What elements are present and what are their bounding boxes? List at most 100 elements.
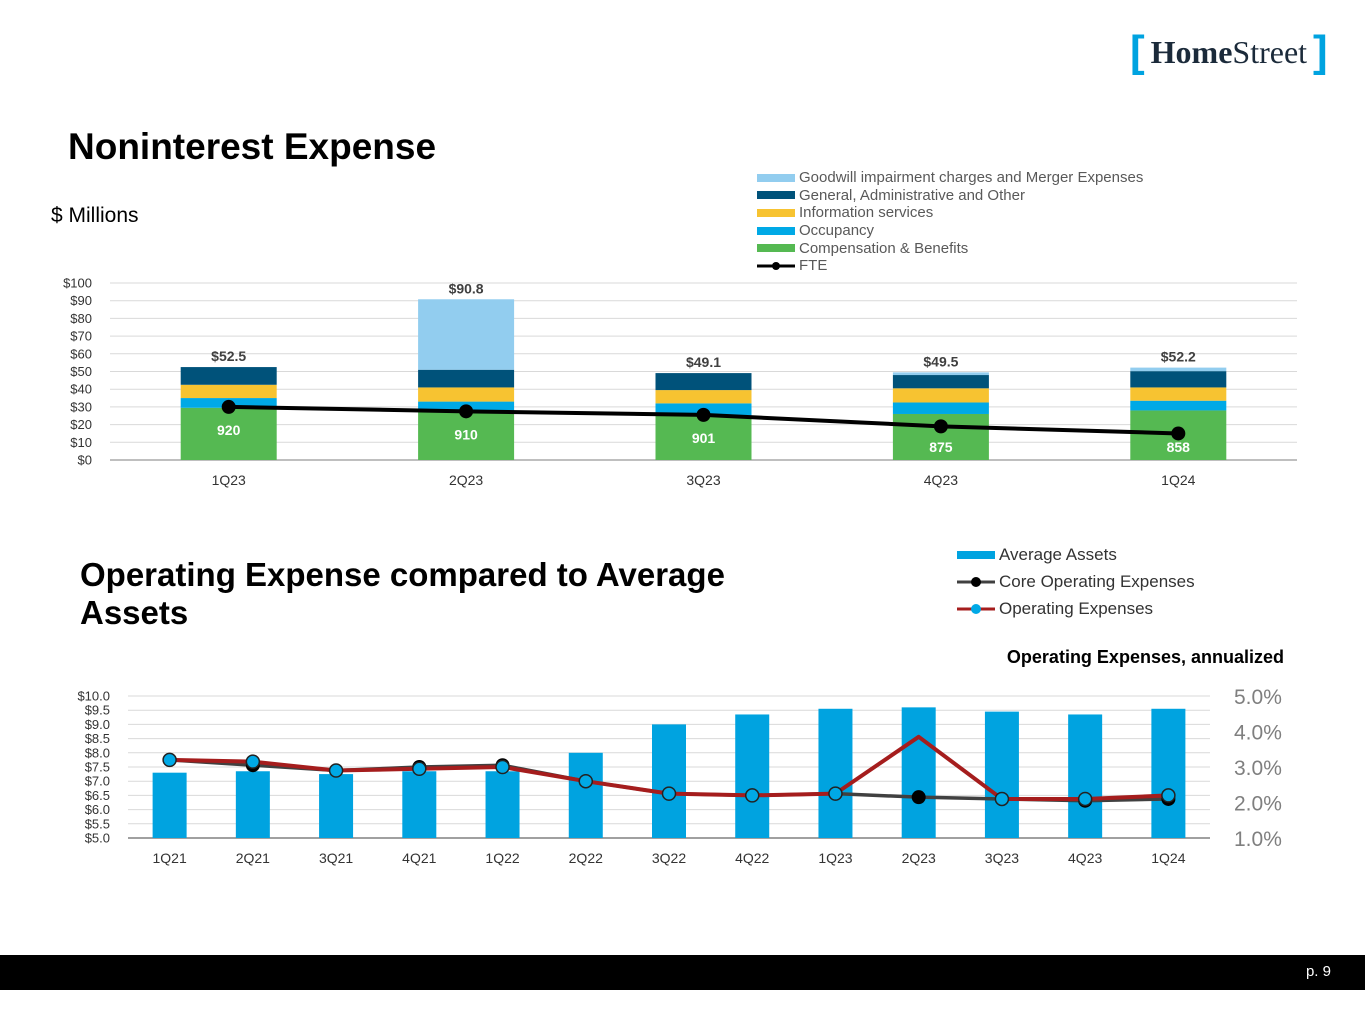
bar-segment [180,384,277,399]
bar-segment [655,373,752,391]
y-tick-label: $40 [70,382,92,397]
operating-expenses-marker [661,786,677,801]
y-tick-label: $30 [70,399,92,414]
legend-label: Compensation & Benefits [799,239,969,257]
operating-expenses-marker [578,773,594,789]
bar-segment [655,390,752,404]
annualized-annotation: Operating Expenses, annualized [1006,647,1284,667]
bar-segment [1130,371,1227,388]
millions-unit-label: $ Millions [51,204,139,227]
operating-expenses-marker [744,788,760,803]
fte-data-label: 875 [929,439,953,455]
average-assets-bar [152,772,187,838]
x-tick-label: 1Q22 [485,850,519,866]
expense-chart-legend: Goodwill impairment charges and Merger E… [757,169,1143,275]
legend-item-compensation: Compensation & Benefits [757,239,1143,257]
y-tick-label: $20 [70,417,92,432]
bar-total-label: $90.8 [449,280,484,296]
bar-segment [1130,387,1227,401]
bar-segment [892,402,989,414]
y-tick-label: $6.5 [85,788,110,803]
x-tick-label: 3Q23 [985,850,1019,866]
average-assets-bar [485,771,520,838]
fte-marker [933,419,948,434]
y-tick-label: $5.5 [85,816,110,831]
x-tick-label: 1Q23 [818,850,852,866]
average-assets-bar [402,771,437,838]
y-tick-label: $100 [63,276,92,291]
legend-label: Information services [799,204,934,222]
noninterest-expense-title: Noninterest Expense [68,126,437,167]
legend-label: Operating Expenses [999,598,1154,618]
bar-segment [418,299,515,370]
y-tick-label: $10.0 [77,689,110,704]
operating-expenses-marker [328,763,344,778]
y-tick-label: $80 [70,311,92,326]
legend-swatch [957,550,995,559]
x-tick-label: 1Q24 [1161,472,1195,488]
y-tick-label: $0 [78,453,92,468]
bar-segment [418,387,515,402]
page-number: p. 9 [1305,963,1331,980]
fte-marker [459,404,474,419]
y2-tick-label: 5.0% [1234,686,1282,709]
legend-fte-line-icon [757,261,795,270]
average-assets-bar [1151,708,1186,838]
bar-segment [418,369,515,388]
operating-expenses-marker [412,761,427,777]
y2-tick-label: 3.0% [1234,757,1282,780]
legend-swatch [757,226,795,235]
bar-segment [655,415,752,460]
legend-operating-line-icon [957,603,995,614]
legend-item-fte: FTE [757,257,1143,275]
legend-label: Average Assets [999,544,1117,564]
operating-expenses-marker [495,759,510,775]
operating-expenses-marker [994,791,1010,807]
operating-expenses-marker [828,786,843,801]
legend-swatch [757,208,795,217]
noninterest-expense-chart: $0 $10 $20 $30 $40 $50 $60 $70 $80 $90 $100 $52.5 1Q… [63,276,1297,488]
fte-marker [1171,426,1186,441]
legend-label: Core Operating Expenses [999,571,1195,591]
logo-close-bracket: ] [1313,27,1328,76]
x-tick-label: 2Q23 [902,850,936,866]
legend-label: Goodwill impairment charges and Merger E… [799,169,1144,187]
legend-label: FTE [799,257,828,275]
legend-label: General, Administrative and Other [799,186,1025,204]
legend-item-core-operating-expenses: Core Operating Expenses [957,568,1195,595]
bar-total-label: $49.5 [923,353,958,369]
average-assets-bar [652,724,686,838]
x-tick-label: 2Q21 [236,850,270,866]
footer-bar: p. 9 [0,955,1365,990]
core-operating-expenses-marker [911,790,926,805]
legend-item-operating-expenses: Operating Expenses [957,595,1195,622]
y2-tick-label: 2.0% [1234,793,1282,816]
legend-swatch [757,191,795,200]
y-tick-label: $5.0 [85,831,110,846]
logo-street-text: Street [1232,33,1308,70]
y-tick-label: $60 [70,346,92,361]
operating-expense-title: Operating Expense compared to Average As… [80,556,725,631]
bar-segment [418,412,515,460]
x-tick-label: 2Q22 [569,850,603,866]
x-tick-label: 4Q23 [924,472,958,488]
bar-segment [1130,400,1227,411]
fte-marker [696,407,711,422]
y-tick-label: $10 [70,435,92,450]
logo-open-bracket: [ [1130,27,1145,76]
average-assets-bar [319,774,354,838]
legend-item-general-admin: General, Administrative and Other [757,187,1143,205]
bar-total-label: $49.1 [686,354,721,370]
x-tick-label: 1Q24 [1151,850,1185,866]
x-tick-label: 4Q22 [735,850,769,866]
average-assets-bar [818,708,853,838]
x-tick-label: 3Q21 [319,850,353,866]
legend-core-line-icon [957,576,995,587]
operating-expenses-marker [162,752,177,768]
x-tick-label: 1Q23 [212,472,246,488]
legend-item-information-services: Information services [757,204,1143,222]
legend-swatch [757,173,795,182]
fte-data-label: 910 [454,426,478,442]
average-assets-bar [1068,714,1103,838]
y-tick-label: $9.5 [85,703,110,718]
